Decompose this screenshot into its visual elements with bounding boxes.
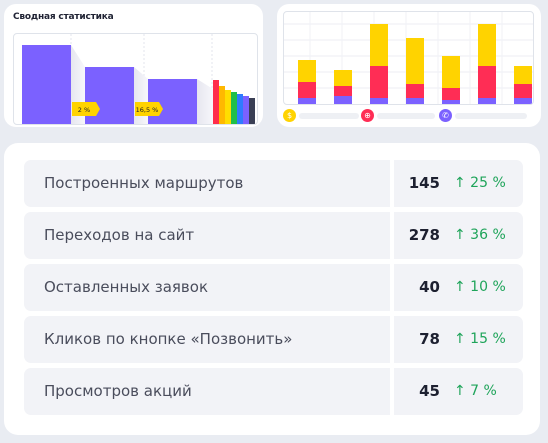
stats-row-label: Построенных маршрутов [44,174,244,192]
breakdown-bar-segment [442,56,460,88]
legend-placeholder-bar [455,113,527,119]
legend-item-site: ⊕ [361,109,441,125]
stats-row-label-cell: Просмотров акций [24,368,390,415]
breakdown-chart [283,11,534,105]
globe-icon: ⊕ [361,109,374,122]
stats-row: Оставленных заявок 40 ↑ 10 % [24,264,523,311]
breakdown-bar-segment [370,66,388,98]
funnel-color-stripes [213,80,255,124]
breakdown-bar-segment [478,66,496,98]
stats-row: Кликов по кнопке «Позвонить» 78 ↑ 15 % [24,316,523,363]
breakdown-card: $ ⊕ ✆ [277,4,541,127]
funnel-stripe [225,90,231,124]
breakdown-bar-segment [298,60,316,82]
breakdown-bar-segment [514,84,532,98]
funnel-badge-1: 2 % [78,106,90,114]
stats-row-label: Просмотров акций [44,382,192,400]
funnel-chart: 2 % 16,5 % [13,33,258,125]
breakdown-bar-segment [478,24,496,66]
funnel-connector [197,79,213,124]
summary-title: Сводная статистика [13,12,114,22]
funnel-stripe [249,98,255,124]
stats-row-value-cell: 40 ↑ 10 % [394,264,523,311]
stats-row-label-cell: Кликов по кнопке «Позвонить» [24,316,390,363]
breakdown-bar-segment [442,100,460,104]
stats-row-value-cell: 78 ↑ 15 % [394,316,523,363]
funnel-badge-2-shape [135,102,163,116]
stats-row-label-cell: Переходов на сайт [24,212,390,259]
breakdown-bar-segment [406,38,424,84]
stats-row-value-cell: 45 ↑ 7 % [394,368,523,415]
legend-placeholder-bar [299,113,359,119]
stats-card: Построенных маршрутов 145 ↑ 25 % Переход… [4,143,540,435]
stats-row-label: Кликов по кнопке «Позвонить» [44,330,293,348]
dollar-icon: $ [283,109,296,122]
stats-row: Просмотров акций 45 ↑ 7 % [24,368,523,415]
funnel-stripe [243,96,249,124]
legend-placeholder-bar [377,113,435,119]
breakdown-bar-segment [406,98,424,104]
stats-row-label-cell: Оставленных заявок [24,264,390,311]
stats-row-label: Оставленных заявок [44,278,209,296]
funnel-stripe [237,94,243,124]
stats-row-value: 40 [419,278,440,296]
legend-item-phone: ✆ [439,109,534,125]
stats-row-value-cell: 278 ↑ 36 % [394,212,523,259]
breakdown-bar-segment [442,88,460,100]
breakdown-bar-segment [298,82,316,98]
stats-row-trend: ↑ 7 % [454,383,497,399]
funnel-badge-1-shape [72,102,100,116]
funnel-badge-2: 16,5 % [136,106,159,114]
stats-row-label-cell: Построенных маршрутов [24,160,390,207]
stats-row: Переходов на сайт 278 ↑ 36 % [24,212,523,259]
breakdown-chart-svg [284,12,533,104]
breakdown-bar-segment [298,98,316,104]
funnel-chart-svg: 2 % 16,5 % [22,34,255,124]
stats-row-value-cell: 145 ↑ 25 % [394,160,523,207]
stats-row-trend: ↑ 10 % [454,279,506,295]
breakdown-bar-segment [514,66,532,84]
funnel-bar-1 [22,45,71,124]
breakdown-bar-segment [334,96,352,104]
stats-row-value: 78 [419,330,440,348]
funnel-stripe [213,80,219,124]
funnel-bar-3 [148,79,197,124]
breakdown-bar-segment [370,24,388,66]
breakdown-bar-segment [514,98,532,104]
stats-row-value: 145 [408,174,440,192]
breakdown-bar-segment [334,86,352,96]
stats-row-trend: ↑ 25 % [454,175,506,191]
funnel-connector [134,67,148,124]
stats-row-trend: ↑ 15 % [454,331,506,347]
stats-row-trend: ↑ 36 % [454,227,506,243]
breakdown-bar-segment [370,98,388,104]
funnel-bar-2 [85,67,134,124]
funnel-stripe [219,86,225,124]
stats-row: Построенных маршрутов 145 ↑ 25 % [24,160,523,207]
stats-row-label: Переходов на сайт [44,226,195,244]
breakdown-bar-segment [478,98,496,104]
stats-row-value: 45 [419,382,440,400]
summary-card: Сводная статистика 2 [4,4,263,127]
stats-row-value: 278 [408,226,440,244]
funnel-stripe [231,92,237,124]
breakdown-bar-segment [406,84,424,98]
breakdown-bar-segment [334,70,352,86]
phone-icon: ✆ [439,109,452,122]
legend-item-calls-money: $ [283,109,363,125]
